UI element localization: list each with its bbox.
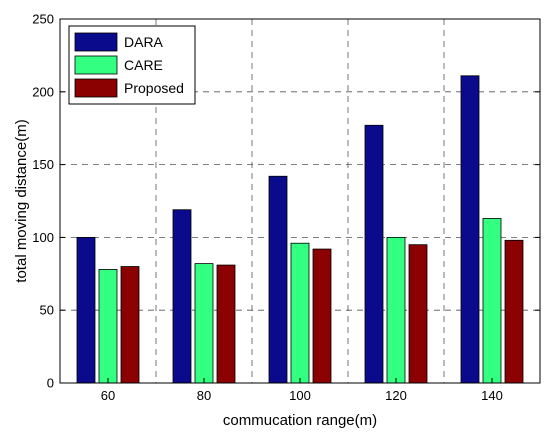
legend-label-proposed: Proposed [124, 80, 184, 96]
x-tick-label: 120 [385, 388, 407, 403]
y-axis-label: total moving distance(m) [13, 119, 30, 282]
bar-dara-100 [268, 175, 288, 384]
y-tick-label: 200 [32, 84, 54, 99]
y-tick-label: 150 [32, 157, 54, 172]
bar-proposed-140 [504, 239, 524, 384]
bar-proposed-80 [216, 264, 236, 384]
x-tick-label: 60 [101, 388, 115, 403]
x-axis-ticks: 60 80 100 120 140 [101, 378, 503, 403]
legend-label-dara: DARA [124, 34, 164, 50]
legend-label-care: CARE [124, 57, 163, 73]
legend: DARA CARE Proposed [68, 25, 196, 105]
bar-dara-80 [172, 209, 192, 384]
bar-care-140 [482, 218, 502, 384]
y-tick-label: 250 [32, 12, 54, 27]
bar-dara-120 [364, 124, 384, 384]
legend-swatch-proposed [74, 78, 118, 98]
x-tick-label: 140 [481, 388, 503, 403]
bar-care-60 [98, 269, 118, 384]
bar-care-80 [194, 263, 214, 384]
x-axis-label: commucation range(m) [223, 412, 377, 429]
legend-swatch-dara [74, 32, 118, 52]
y-tick-label: 0 [47, 376, 54, 391]
bar-proposed-120 [408, 244, 428, 384]
legend-swatch-care [74, 55, 118, 75]
bar-proposed-60 [120, 266, 140, 384]
x-tick-label: 100 [289, 388, 311, 403]
y-axis-ticks: 0 50 100 150 200 250 [32, 12, 540, 391]
y-tick-label: 100 [32, 230, 54, 245]
y-tick-label: 50 [40, 303, 54, 318]
bar-proposed-100 [312, 248, 332, 384]
x-tick-label: 80 [197, 388, 211, 403]
bar-dara-140 [460, 75, 480, 384]
bars [76, 75, 524, 384]
bar-care-120 [386, 236, 406, 384]
bar-dara-60 [76, 236, 96, 384]
bar-care-100 [290, 242, 310, 384]
